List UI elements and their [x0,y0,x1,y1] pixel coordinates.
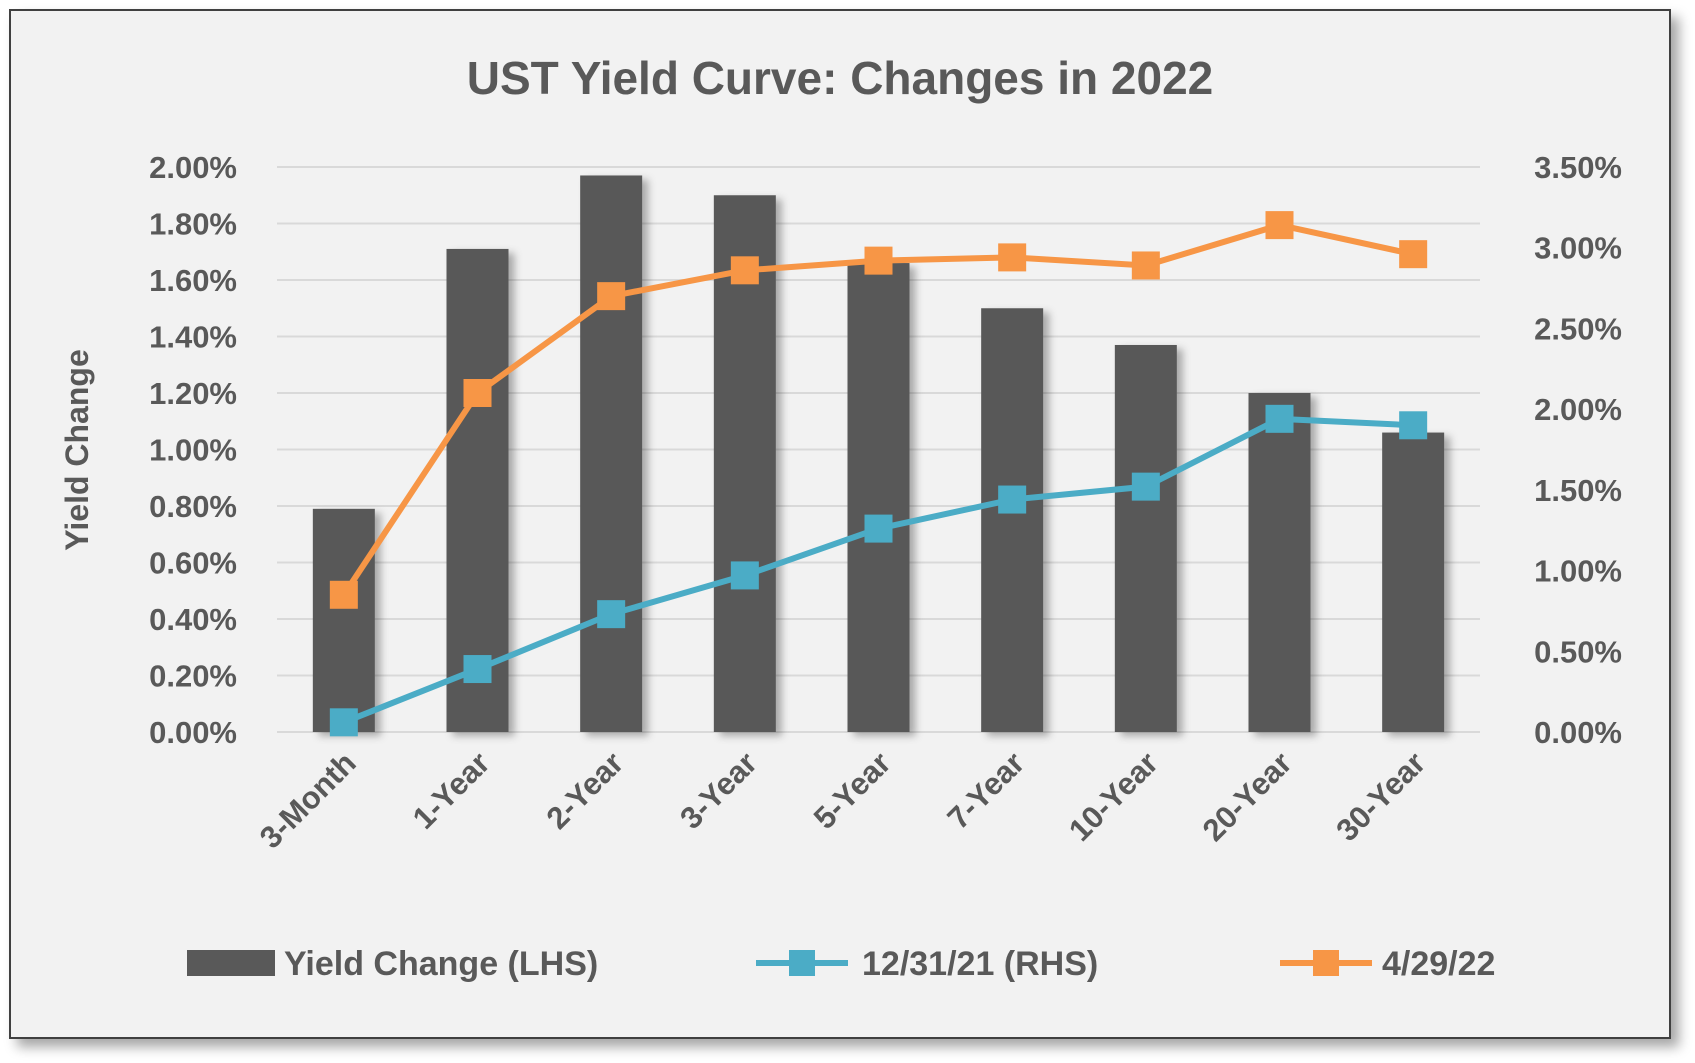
y-axis-title: Yield Change [59,349,95,551]
line-series [329,211,1428,737]
left-tick-label: 0.40% [149,602,237,637]
bar [580,175,643,733]
right-tick-label: 1.50% [1534,473,1622,508]
right-tick-label: 2.00% [1534,392,1622,427]
left-tick-label: 0.60% [149,546,237,581]
left-tick-label: 1.20% [149,376,237,411]
right-tick-label: 0.00% [1534,715,1622,750]
legend-swatch-marker [789,950,815,976]
series-marker [864,246,893,275]
bar [1382,432,1445,732]
series-marker [998,243,1027,272]
series-marker [1131,472,1160,501]
series-marker [1399,240,1428,269]
series-marker [1399,411,1428,440]
right-tick-label: 1.00% [1534,554,1622,589]
series-marker [730,561,759,590]
series-marker [597,600,626,629]
bar [1114,344,1177,732]
bar [981,308,1044,732]
right-tick-label: 3.00% [1534,231,1622,266]
bar [312,508,375,732]
series-marker [1265,211,1294,240]
chart-title: UST Yield Curve: Changes in 2022 [467,52,1213,104]
legend-label: 4/29/22 [1382,945,1495,983]
series-marker [1131,251,1160,280]
bar-series [312,175,1445,733]
series-marker [329,580,358,609]
series-marker [597,282,626,311]
bar [713,195,776,732]
right-axis-ticks: 0.00% 0.50% 1.00% 1.50% 2.00% 2.50% 3.00% 3.50% [1534,150,1622,750]
left-tick-label: 0.20% [149,659,237,694]
series-marker [463,379,492,407]
series-marker [1265,404,1294,433]
bar [847,263,910,732]
legend-swatch-bar [187,950,275,976]
series-marker [864,514,893,543]
bar [446,248,509,733]
bar [1248,393,1311,732]
left-tick-label: 1.40% [149,320,237,355]
left-tick-label: 0.00% [149,715,237,750]
left-tick-label: 1.80% [149,207,237,242]
legend-label: 12/31/21 (RHS) [862,945,1098,983]
left-tick-label: 2.00% [149,150,237,185]
right-tick-label: 2.50% [1534,311,1622,346]
series-marker [730,256,759,285]
left-tick-label: 1.00% [149,433,237,468]
left-axis-ticks: 0.00% 0.20% 0.40% 0.60% 0.80% 1.00% 1.20% 1.40%… [149,150,237,750]
series-marker [998,485,1027,514]
legend: Yield Change (LHS) 12/31/21 (RHS) 4/29/22 [187,945,1495,983]
legend-label: Yield Change (LHS) [284,945,598,983]
left-tick-label: 1.60% [149,263,237,298]
right-tick-label: 0.50% [1534,634,1622,669]
series-marker [463,655,492,684]
left-tick-label: 0.80% [149,489,237,524]
series-marker [329,708,358,737]
legend-swatch-marker [1313,950,1339,976]
right-tick-label: 3.50% [1534,150,1622,185]
